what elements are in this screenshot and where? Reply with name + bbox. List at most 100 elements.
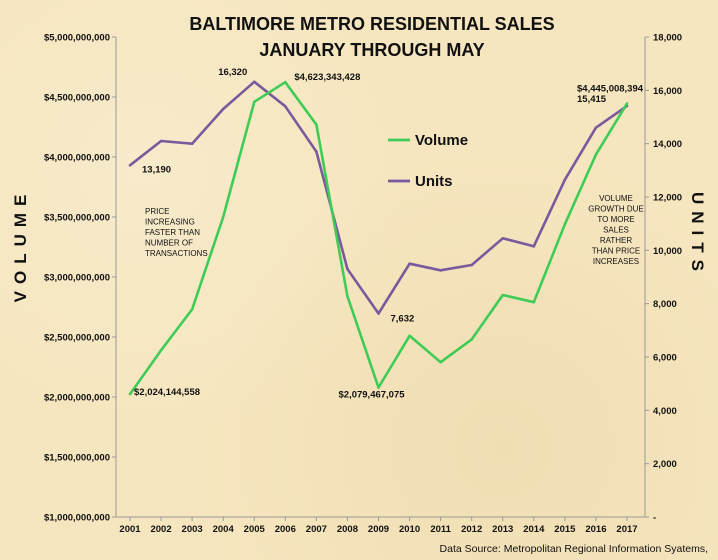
units-point (284, 105, 287, 108)
annotation-line: INCREASES (593, 257, 639, 266)
annotation-line: SALES (603, 226, 629, 235)
units-point (159, 139, 163, 143)
right-tick-label: - (653, 513, 656, 524)
left-axis-ticks: $1,000,000,000 $1,500,000,000 $2,000,000,0… (44, 33, 116, 524)
volume-point (128, 392, 132, 396)
annotation-line: INCREASING (145, 218, 195, 227)
annotation-line: THAN PRICE (592, 247, 640, 256)
right-tick-label: 14,000 (653, 139, 682, 150)
right-tick-label: 10,000 (653, 246, 682, 257)
x-tick-label: 2004 (213, 524, 235, 535)
volume-point (315, 123, 318, 126)
units-legend-label: Units (415, 173, 453, 190)
volume-point (252, 100, 256, 104)
x-tick-label: 2007 (306, 524, 327, 535)
volume-point (625, 102, 629, 105)
left-axis-title: VOLUME (11, 188, 30, 303)
left-tick-label: $2,500,000,000 (44, 333, 110, 344)
units-point (532, 245, 536, 248)
left-tick-label: $1,500,000,000 (44, 453, 110, 464)
right-tick-label: 12,000 (653, 193, 682, 204)
right-tick-label: 8,000 (653, 299, 677, 310)
annotation-line: PRICE (145, 207, 169, 216)
x-tick-label: 2015 (554, 524, 576, 535)
volume-data-label: $4,445,008,394 (577, 84, 644, 95)
chart-title-line-2: JANUARY THROUGH MAY (259, 40, 484, 60)
x-tick-label: 2001 (119, 524, 141, 535)
units-point (315, 150, 318, 153)
units-point (501, 237, 505, 240)
data-source-note: Data Source: Metropolitan Regional Infor… (440, 543, 708, 555)
x-tick-label: 2006 (275, 524, 296, 535)
volume-point (532, 300, 536, 304)
left-tick-label: $1,000,000,000 (44, 513, 110, 524)
units-point (439, 269, 442, 272)
right-tick-label: 2,000 (653, 459, 677, 470)
chart-legend: Volume Units (388, 132, 468, 190)
left-tick-label: $3,000,000,000 (44, 273, 110, 284)
x-tick-label: 2002 (150, 524, 171, 535)
right-tick-label: 18,000 (653, 33, 682, 44)
volume-data-label: $4,623,343,428 (294, 72, 360, 83)
annotation-line: TRANSACTIONS (145, 249, 208, 258)
x-tick-label: 2012 (461, 524, 482, 535)
volume-point (159, 348, 163, 352)
volume-point (563, 222, 567, 226)
volume-data-label: $2,079,467,075 (339, 389, 406, 400)
right-tick-label: 6,000 (653, 353, 677, 364)
x-tick-label: 2014 (523, 524, 545, 535)
volume-point (190, 308, 194, 311)
x-tick-label: 2009 (368, 524, 389, 535)
units-data-label: 15,415 (577, 94, 607, 105)
right-axis-ticks: - 2,000 4,000 6,000 8,000 10,000 12,000 14,000 1… (645, 33, 682, 524)
left-tick-label: $2,000,000,000 (44, 393, 110, 404)
annotation-line: NUMBER OF (145, 239, 193, 248)
left-tick-label: $3,500,000,000 (44, 213, 110, 224)
units-data-label: 7,632 (391, 313, 415, 324)
chart-series (128, 80, 629, 396)
units-point (252, 80, 256, 84)
x-tick-label: 2010 (399, 524, 420, 535)
volume-point (501, 293, 505, 297)
annotation-line: TO MORE (597, 215, 634, 224)
volume-data-label: $2,024,144,558 (134, 387, 200, 398)
chart-title: BALTIMORE METRO RESIDENTIAL SALES JANUAR… (189, 14, 554, 60)
volume-point (377, 386, 380, 389)
x-tick-label: 2005 (244, 524, 266, 535)
x-tick-label: 2017 (616, 524, 637, 535)
units-data-label: 16,320 (218, 67, 247, 78)
volume-point (439, 360, 442, 364)
annotation-line: VOLUME (599, 194, 633, 203)
volume-point (594, 153, 598, 156)
volume-legend-label: Volume (415, 132, 468, 149)
units-point (594, 126, 598, 129)
annotation-line: FASTER THAN (145, 228, 200, 237)
annotation-line: GROWTH DUE (588, 205, 644, 214)
left-tick-label: $5,000,000,000 (44, 33, 110, 44)
x-tick-label: 2011 (430, 524, 451, 535)
units-point (346, 267, 349, 271)
units-point (190, 142, 194, 145)
annotation-line: RATHER (600, 236, 633, 245)
right-tick-label: 16,000 (653, 86, 682, 97)
units-point (563, 178, 567, 181)
right-axis-title: UNITS (688, 192, 707, 278)
volume-point (221, 215, 225, 219)
x-tick-label: 2016 (585, 524, 606, 535)
data-labels: $2,024,144,558 $4,623,343,428 $2,079,467,0… (134, 67, 644, 401)
units-point (470, 263, 473, 267)
chart-title-line-1: BALTIMORE METRO RESIDENTIAL SALES (189, 14, 554, 34)
x-tick-label: 2003 (182, 524, 203, 535)
volume-point (284, 80, 287, 84)
volume-point (408, 334, 411, 338)
units-point (377, 312, 380, 315)
x-tick-label: 2008 (337, 524, 358, 535)
left-tick-label: $4,000,000,000 (44, 153, 110, 164)
volume-point (346, 294, 349, 298)
chart-axes (115, 37, 646, 518)
units-line (129, 80, 628, 315)
volume-point (470, 338, 473, 341)
units-point (128, 163, 132, 167)
